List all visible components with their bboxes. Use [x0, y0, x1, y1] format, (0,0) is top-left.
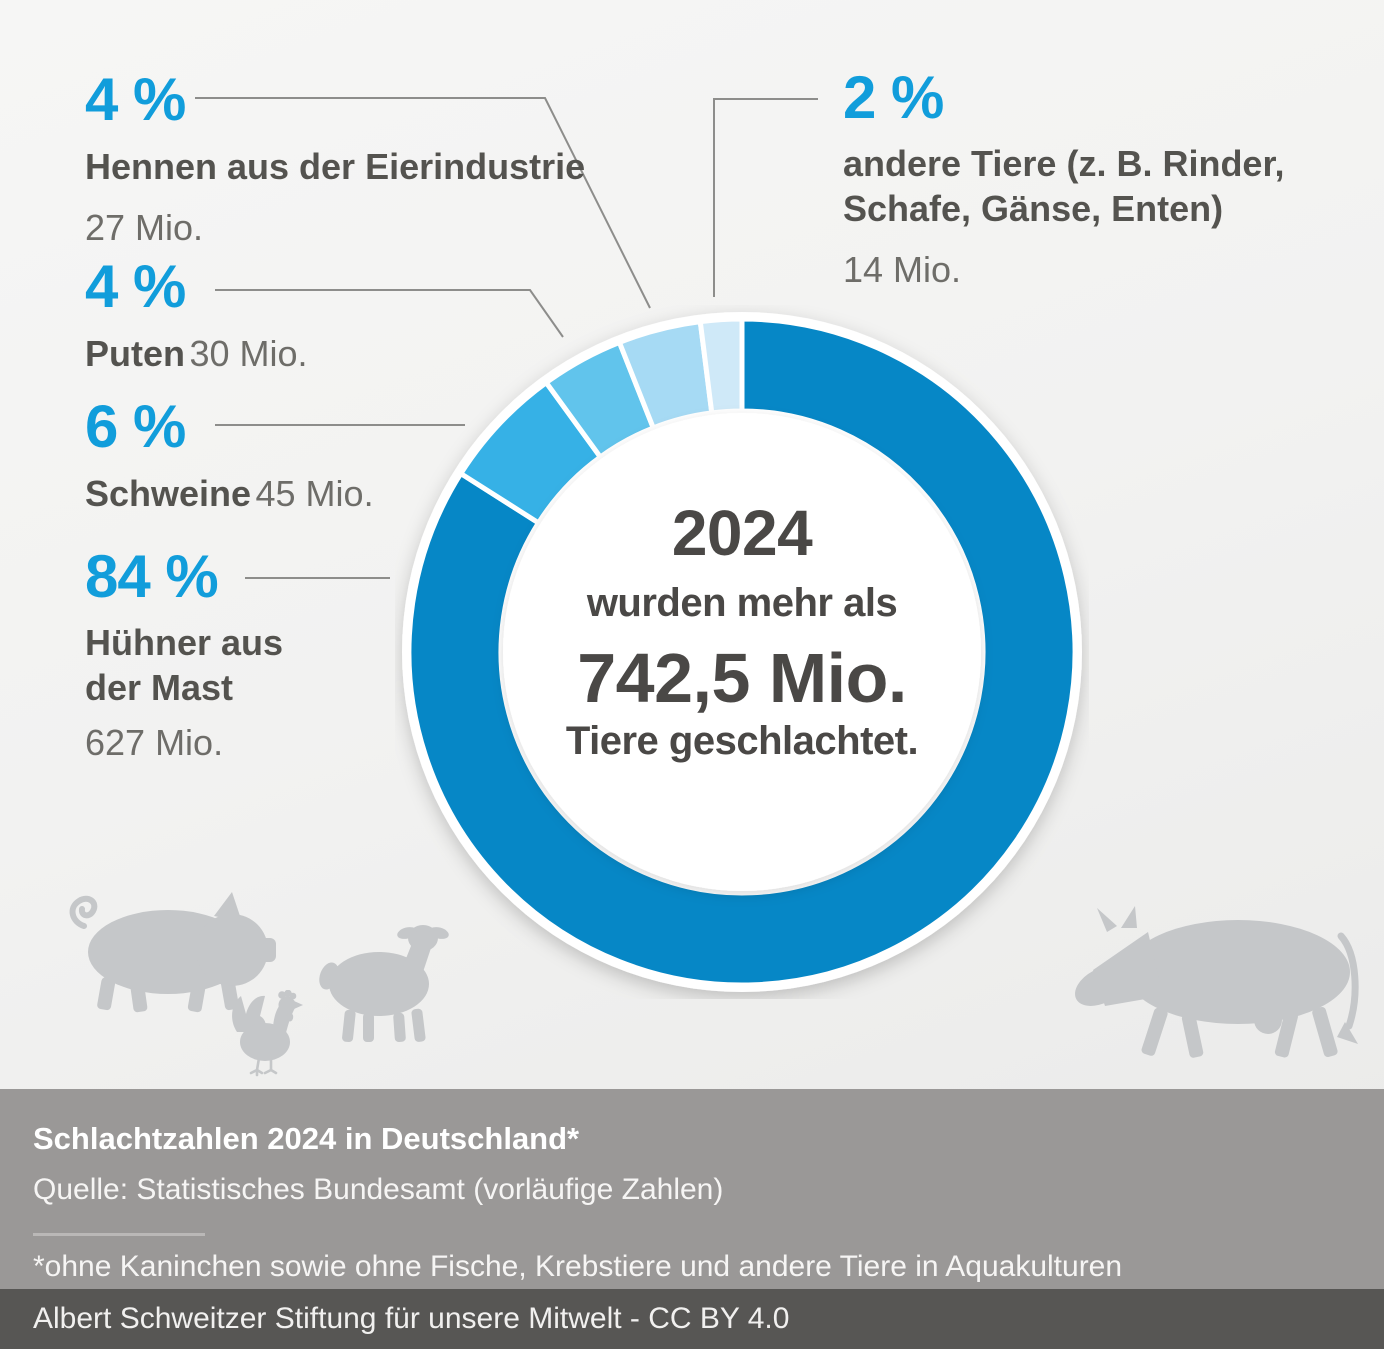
center-phrase-1: wurden mehr als [586, 581, 898, 625]
label-hennen-value: 27 Mio. [85, 207, 204, 248]
center-total: 742,5 Mio. [577, 639, 907, 717]
label-hennen: 4 % Hennen aus der Eierindustrie 27 Mio. [85, 68, 585, 250]
cow-silhouette-icon [1075, 906, 1359, 1058]
label-schweine: 6 % Schweine 45 Mio. [85, 395, 374, 524]
label-huehner-percent: 84 % [85, 543, 219, 610]
label-andere-name-line2: Schafe, Gänse, Enten) [843, 188, 1224, 229]
footnote-text: *ohne Kaninchen sowie ohne Fische, Krebs… [33, 1250, 1123, 1283]
pig-silhouette-icon [69, 892, 276, 1013]
footer-divider [33, 1233, 205, 1236]
footer-band: Schlachtzahlen 2024 in Deutschland* Quel… [0, 1089, 1384, 1289]
donut-center [503, 413, 981, 891]
label-puten: 4 % Puten 30 Mio. [85, 255, 308, 384]
chicken-silhouette-icon [232, 990, 303, 1077]
label-andere-value: 14 Mio. [843, 249, 962, 290]
label-schweine-value: 45 Mio. [255, 473, 374, 514]
label-puten-percent: 4 % [85, 253, 186, 320]
donut-center-text: 2024 wurden mehr als 742,5 Mio. Tiere ge… [492, 498, 992, 764]
label-huehner-name-line1: Hühner aus [85, 622, 284, 663]
source-text: Quelle: Statistisches Bundesamt (vorläuf… [33, 1173, 724, 1206]
label-andere: 2 % andere Tiere (z. B. Rinder, Schafe, … [843, 66, 1284, 292]
donut-segment-huehner [406, 316, 1078, 988]
label-puten-value: 30 Mio. [189, 333, 308, 374]
center-year: 2024 [671, 497, 813, 569]
label-huehner: 84 % Hühner aus der Mast 627 Mio. [85, 545, 283, 765]
donut-chart [402, 312, 1082, 992]
credit-text: Albert Schweitzer Stiftung für unsere Mi… [33, 1302, 790, 1335]
label-hennen-percent: 4 % [85, 66, 186, 133]
donut-segment-andere [697, 316, 745, 416]
label-andere-percent: 2 % [843, 64, 944, 131]
credit-band: Albert Schweitzer Stiftung für unsere Mi… [0, 1289, 1384, 1349]
chart-title: Schlachtzahlen 2024 in Deutschland* [33, 1121, 580, 1156]
label-schweine-percent: 6 % [85, 393, 186, 460]
label-schweine-name: Schweine [85, 473, 252, 514]
label-hennen-name: Hennen aus der Eierindustrie [85, 146, 586, 187]
lamb-silhouette-icon [319, 925, 449, 1043]
label-andere-name-line1: andere Tiere (z. B. Rinder, [843, 143, 1285, 184]
label-puten-name: Puten [85, 333, 186, 374]
leader-line-andere [713, 98, 818, 297]
center-phrase-2: Tiere geschlachtet. [565, 719, 919, 763]
label-huehner-name-line2: der Mast [85, 667, 234, 708]
label-huehner-value: 627 Mio. [85, 722, 224, 763]
